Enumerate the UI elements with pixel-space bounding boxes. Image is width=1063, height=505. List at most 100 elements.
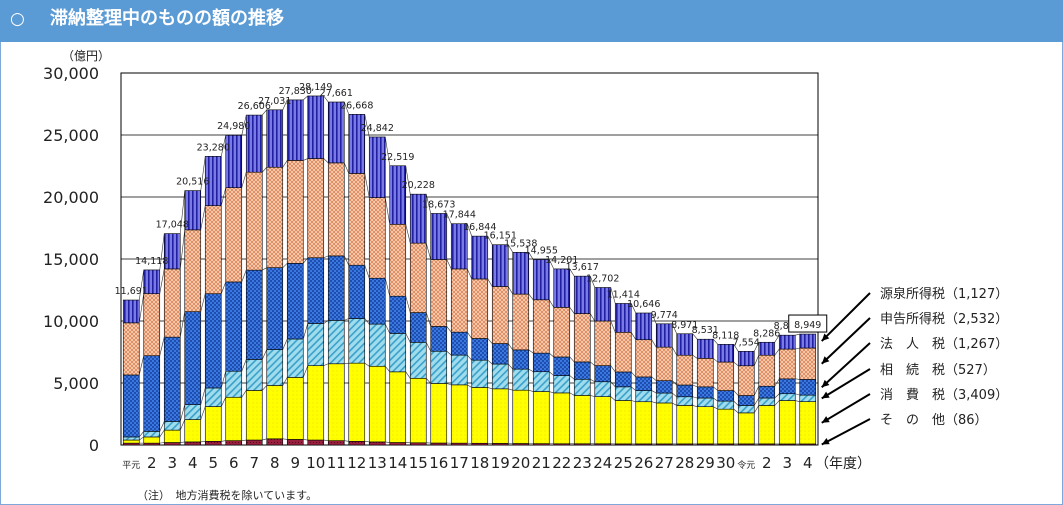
y-tick-label: 30,000 xyxy=(43,64,99,83)
bar-withholding-income-tax xyxy=(778,334,796,350)
y-tick-label: 0 xyxy=(89,436,99,455)
bar-withholding-income-tax xyxy=(553,268,571,308)
legend-arrow-head xyxy=(821,333,830,342)
x-tick-label: 16 xyxy=(429,454,448,472)
connector-line xyxy=(405,165,411,195)
x-tick-label: 25 xyxy=(614,454,633,472)
bar-withholding-income-tax xyxy=(635,312,653,341)
legend-label: 源泉所得税（1,127） xyxy=(880,286,1008,302)
connector-line xyxy=(672,380,677,386)
bar-withholding-income-tax xyxy=(348,114,366,174)
connector-line xyxy=(713,339,718,345)
connector-line xyxy=(405,333,411,343)
total-label: 16,844 xyxy=(463,222,496,233)
circle-bullet-icon: ○ xyxy=(10,9,25,29)
bar-inheritance-tax xyxy=(245,359,263,391)
x-tick-label: 令元 xyxy=(737,459,755,471)
bar-withholding-income-tax xyxy=(184,190,202,231)
x-tick-label: 10 xyxy=(306,454,325,472)
bar-consumption-tax xyxy=(163,429,181,443)
total-label-box xyxy=(788,314,828,333)
bar-withholding-income-tax xyxy=(655,323,673,348)
connector-line xyxy=(364,114,370,138)
connector-line xyxy=(549,352,554,358)
bar-corporate-tax xyxy=(676,384,694,398)
legend-arrow xyxy=(821,342,871,389)
connector-line xyxy=(610,396,616,401)
bar-self-assessed-income-tax xyxy=(553,307,571,358)
bar-consumption-tax xyxy=(799,401,817,445)
legend-arrow-head xyxy=(821,416,830,423)
connector-line xyxy=(364,173,370,198)
bar-inheritance-tax xyxy=(635,390,653,403)
connector-line xyxy=(630,332,637,340)
bar-corporate-tax xyxy=(389,295,407,334)
total-label: 20,228 xyxy=(402,180,435,191)
bar-corporate-tax xyxy=(122,374,140,438)
connector-line xyxy=(528,368,534,372)
connector-line xyxy=(508,363,513,370)
bar-inheritance-tax xyxy=(450,354,468,386)
bar-consumption-tax xyxy=(286,377,304,440)
connector-line xyxy=(753,386,760,396)
y-tick-label: 10,000 xyxy=(43,312,99,331)
connector-line xyxy=(241,359,247,372)
connector-line xyxy=(446,259,452,270)
connector-line xyxy=(159,337,165,356)
x-tick-label: 28 xyxy=(675,454,694,472)
bar-self-assessed-income-tax xyxy=(717,361,735,391)
bar-corporate-tax xyxy=(471,338,489,361)
connector-line xyxy=(549,391,554,394)
connector-line xyxy=(179,190,186,234)
connector-line xyxy=(528,389,534,392)
legend-arrow xyxy=(821,368,871,400)
connector-line xyxy=(795,347,800,350)
bar-withholding-income-tax xyxy=(204,156,222,206)
total-label: 28,149 xyxy=(299,82,332,93)
connector-line xyxy=(426,378,431,384)
connector-line xyxy=(466,268,473,280)
bar-corporate-tax xyxy=(717,390,735,402)
bar-consumption-tax xyxy=(594,396,612,445)
x-tick-label: 24 xyxy=(593,454,612,472)
connector-line xyxy=(139,436,144,441)
bar-self-assessed-income-tax xyxy=(614,331,632,373)
connector-line xyxy=(487,235,493,245)
connector-line xyxy=(261,349,268,360)
x-tick-label: 27 xyxy=(655,454,674,472)
connector-line xyxy=(303,95,308,101)
bar-inheritance-tax xyxy=(717,400,735,410)
bar-other xyxy=(184,441,202,446)
bar-corporate-tax xyxy=(430,326,448,352)
total-label: 14,118 xyxy=(135,256,168,267)
connector-line xyxy=(405,224,411,244)
connector-line xyxy=(651,390,657,394)
x-tick-label: 22 xyxy=(552,454,571,472)
connector-line xyxy=(364,440,370,443)
bar-withholding-income-tax xyxy=(409,193,427,244)
bar-inheritance-tax xyxy=(307,323,325,366)
bar-corporate-tax xyxy=(266,267,284,350)
x-tick-label: 29 xyxy=(696,454,715,472)
total-label: 20,516 xyxy=(176,177,209,188)
bar-other xyxy=(204,440,222,446)
connector-line xyxy=(323,320,329,324)
connector-line xyxy=(138,269,145,301)
connector-line xyxy=(651,401,657,404)
bar-self-assessed-income-tax xyxy=(676,354,694,386)
connector-line xyxy=(651,312,657,324)
connector-line xyxy=(323,158,329,164)
x-tick-label: 17 xyxy=(450,454,469,472)
stacked-bar-chart: 0 5,000 10,000 15,000 20,000 25,000 30,000（億円）… xyxy=(43,49,1008,472)
connector-line xyxy=(282,263,288,268)
connector-line xyxy=(241,439,247,441)
legend-label: そ の 他（86） xyxy=(880,413,988,428)
connector-line xyxy=(487,359,493,365)
bar-consumption-tax xyxy=(532,391,550,444)
x-tick-label: 15 xyxy=(409,454,428,472)
connector-line xyxy=(405,296,411,313)
connector-line xyxy=(528,252,534,260)
connector-line xyxy=(262,438,267,441)
bar-other xyxy=(368,441,386,446)
bar-corporate-tax xyxy=(348,264,366,319)
